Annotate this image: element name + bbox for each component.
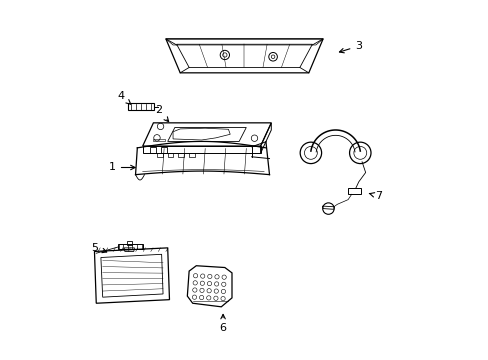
Text: 2: 2 bbox=[155, 105, 168, 122]
Text: 4: 4 bbox=[118, 91, 130, 104]
Text: 1: 1 bbox=[109, 162, 135, 172]
Text: 5: 5 bbox=[91, 243, 106, 253]
Text: 3: 3 bbox=[339, 41, 362, 53]
Text: 7: 7 bbox=[368, 191, 381, 201]
Text: 6: 6 bbox=[219, 314, 226, 333]
